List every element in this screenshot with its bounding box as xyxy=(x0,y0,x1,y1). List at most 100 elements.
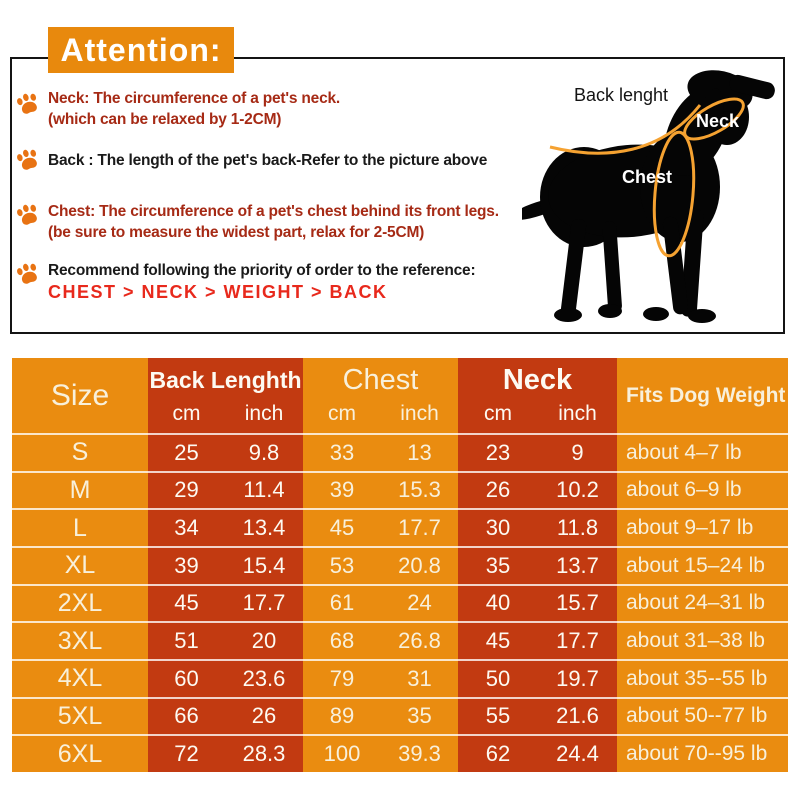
weight-cell: about 70--95 lb xyxy=(617,734,788,772)
back-cm-cell: 60 xyxy=(148,659,225,697)
size-cell: 3XL xyxy=(12,621,148,659)
header-fits-dog-weight: Fits Dog Weight xyxy=(617,358,788,433)
back-length-line xyxy=(549,104,702,155)
header-chest-cm: cm xyxy=(303,402,381,433)
neck-inch-cell: 9 xyxy=(538,433,617,471)
weight-cell: about 35--55 lb xyxy=(617,659,788,697)
paw-icon xyxy=(17,149,37,170)
attention-title-badge: Attention: xyxy=(48,27,234,73)
bullet-back: Back : The length of the pet's back-Refe… xyxy=(48,150,487,171)
neck-inch-cell: 24.4 xyxy=(538,734,617,772)
chest-cm-cell: 61 xyxy=(303,583,381,622)
back-cm-cell: 25 xyxy=(148,433,225,471)
back-cm-cell: 34 xyxy=(148,508,225,546)
chest-label: Chest xyxy=(622,167,672,187)
back-inch-cell: 23.6 xyxy=(225,659,303,697)
header-chest-inch: inch xyxy=(381,402,458,433)
bullet-recommend-line1: Recommend following the priority of orde… xyxy=(48,262,476,279)
size-cell: S xyxy=(12,433,148,471)
neck-cm-cell: 26 xyxy=(458,470,538,509)
back-inch-cell: 13.4 xyxy=(225,508,303,546)
weight-cell: about 50--77 lb xyxy=(617,696,788,735)
neck-cm-cell: 45 xyxy=(458,621,538,659)
header-size: Size xyxy=(12,358,148,433)
header-neck-cm: cm xyxy=(458,402,538,433)
chest-cm-cell: 68 xyxy=(303,621,381,659)
chest-cm-cell: 45 xyxy=(303,508,381,546)
neck-inch-cell: 10.2 xyxy=(538,470,617,509)
neck-inch-cell: 17.7 xyxy=(538,621,617,659)
header-chest: Chest xyxy=(303,358,458,402)
neck-inch-cell: 21.6 xyxy=(538,696,617,735)
neck-label: Neck xyxy=(696,111,740,131)
paw-icon xyxy=(17,93,37,114)
paw-icon xyxy=(17,263,37,284)
chest-inch-cell: 35 xyxy=(381,696,458,735)
chest-cm-cell: 53 xyxy=(303,546,381,584)
neck-cm-cell: 55 xyxy=(458,696,538,735)
chest-cm-cell: 100 xyxy=(303,734,381,772)
neck-inch-cell: 19.7 xyxy=(538,659,617,697)
size-cell: M xyxy=(12,470,148,509)
back-inch-cell: 17.7 xyxy=(225,583,303,622)
neck-inch-cell: 13.7 xyxy=(538,546,617,584)
header-back-cm: cm xyxy=(148,402,225,433)
header-back-length: Back Lenghth xyxy=(148,358,303,402)
chest-inch-cell: 31 xyxy=(381,659,458,697)
back-length-label: Back lenght xyxy=(574,85,668,105)
bullet-neck: Neck: The circumference of a pet's neck.… xyxy=(48,88,340,130)
bullet-back-line1: Back : The length of the pet's back-Refe… xyxy=(48,152,488,169)
back-inch-cell: 11.4 xyxy=(225,470,303,509)
neck-cm-cell: 40 xyxy=(458,583,538,622)
chest-inch-cell: 24 xyxy=(381,583,458,622)
chest-inch-cell: 15.3 xyxy=(381,470,458,509)
size-cell: L xyxy=(12,508,148,546)
bullet-neck-line1: Neck: The circumference of a pet's neck. xyxy=(48,90,341,107)
weight-cell: about 9–17 lb xyxy=(617,508,788,546)
neck-cm-cell: 30 xyxy=(458,508,538,546)
bullet-neck-line2: (which can be relaxed by 1-2CM) xyxy=(48,111,282,128)
header-neck-inch: inch xyxy=(538,402,617,433)
back-cm-cell: 66 xyxy=(148,696,225,735)
weight-cell: about 24–31 lb xyxy=(617,583,788,622)
neck-cm-cell: 62 xyxy=(458,734,538,772)
back-inch-cell: 28.3 xyxy=(225,734,303,772)
bullet-recommend: Recommend following the priority of orde… xyxy=(48,260,476,304)
size-cell: XL xyxy=(12,546,148,584)
back-inch-cell: 9.8 xyxy=(225,433,303,471)
size-cell: 5XL xyxy=(12,696,148,735)
chest-measure-ellipse xyxy=(652,130,696,258)
neck-inch-cell: 11.8 xyxy=(538,508,617,546)
chest-inch-cell: 17.7 xyxy=(381,508,458,546)
bullet-chest-line1: Chest: The circumference of a pet's ches… xyxy=(48,203,499,220)
back-cm-cell: 39 xyxy=(148,546,225,584)
chest-cm-cell: 79 xyxy=(303,659,381,697)
chest-cm-cell: 39 xyxy=(303,470,381,509)
weight-cell: about 31–38 lb xyxy=(617,621,788,659)
neck-cm-cell: 23 xyxy=(458,433,538,471)
back-cm-cell: 72 xyxy=(148,734,225,772)
chest-inch-cell: 39.3 xyxy=(381,734,458,772)
dog-measurement-diagram: Back lenght Neck Chest xyxy=(522,70,775,323)
weight-cell: about 4–7 lb xyxy=(617,433,788,471)
chest-cm-cell: 33 xyxy=(303,433,381,471)
chest-inch-cell: 26.8 xyxy=(381,621,458,659)
size-table: Size Back Lenghth Chest Neck Fits Dog We… xyxy=(12,358,788,772)
neck-cm-cell: 50 xyxy=(458,659,538,697)
size-cell: 4XL xyxy=(12,659,148,697)
chest-inch-cell: 20.8 xyxy=(381,546,458,584)
measurement-lines xyxy=(549,97,745,258)
back-inch-cell: 15.4 xyxy=(225,546,303,584)
neck-cm-cell: 35 xyxy=(458,546,538,584)
back-inch-cell: 26 xyxy=(225,696,303,735)
paw-icon xyxy=(17,204,37,225)
priority-order-text: CHEST > NECK > WEIGHT > BACK xyxy=(48,282,388,302)
back-cm-cell: 29 xyxy=(148,470,225,509)
attention-title: Attention: xyxy=(60,31,222,68)
weight-cell: about 15–24 lb xyxy=(617,546,788,584)
header-neck: Neck xyxy=(458,358,617,402)
weight-cell: about 6–9 lb xyxy=(617,470,788,509)
chest-cm-cell: 89 xyxy=(303,696,381,735)
chest-inch-cell: 13 xyxy=(381,433,458,471)
